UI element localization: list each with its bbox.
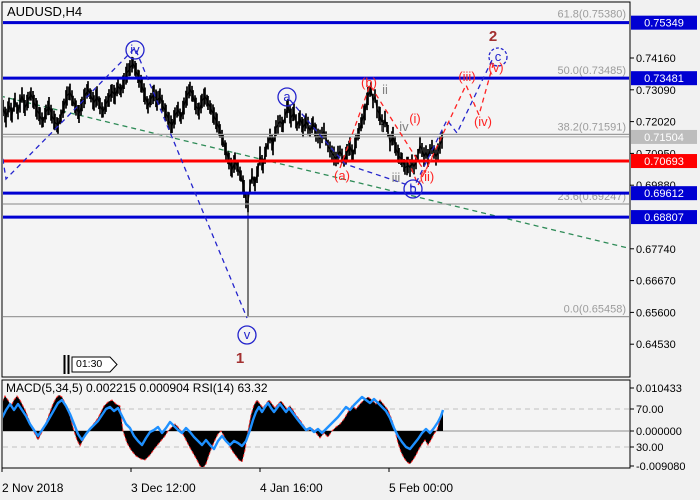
wave-label-iv[interactable]: iv xyxy=(130,42,140,57)
fib-label-1: 50.0(0.73485) xyxy=(558,65,627,77)
wave-circle-v xyxy=(237,325,257,345)
wave-label-i[interactable]: i xyxy=(381,120,384,135)
wave-label-iii[interactable]: iii xyxy=(392,170,401,185)
wave-line-blue-0[interactable] xyxy=(0,46,248,319)
price-tick-label-6: 0.66670 xyxy=(636,276,676,288)
price-tag-box-0 xyxy=(631,15,697,30)
price-tick-label-0: 0.74160 xyxy=(636,53,676,65)
fib-label-0: 61.8(0.75380) xyxy=(558,9,627,21)
fib-label-4: 0.0(0.65458) xyxy=(564,304,626,316)
price-tag-box-4 xyxy=(631,186,697,201)
price-tick-label-7: 0.65600 xyxy=(636,307,676,319)
wave-line-red-0[interactable] xyxy=(339,60,495,174)
wave-label-(a)[interactable]: (a) xyxy=(334,168,350,183)
price-tag-box-1 xyxy=(631,71,697,86)
wave-label-(iii)[interactable]: (iii) xyxy=(458,69,475,84)
wave-label-ii[interactable]: ii xyxy=(382,82,388,97)
wave-label-c[interactable]: c xyxy=(495,49,502,64)
time-label-2: 4 Jan 16:00 xyxy=(260,481,323,495)
wave-circle-b xyxy=(403,179,423,199)
wave-circle-iv xyxy=(125,40,145,60)
price-tag-box-3 xyxy=(631,154,697,169)
time-label-0: 2 Nov 2018 xyxy=(2,481,64,495)
indicator-layer xyxy=(3,394,629,467)
indicator-axis-label-4: -0.009080 xyxy=(636,461,686,473)
main-chart-layer: 61.8(0.75380) 50.0(0.73485) 38.2(0.71591) 2… xyxy=(0,9,629,319)
price-tick-label-5: 0.67740 xyxy=(636,244,676,256)
indicator-axis-label-2: 0.000000 xyxy=(636,426,682,438)
price-tag-box-5 xyxy=(631,210,697,225)
wave-circle-c xyxy=(488,47,508,67)
time-label-3: 5 Feb 00:00 xyxy=(389,481,453,495)
time-tag-shape[interactable] xyxy=(71,356,118,373)
wave-label-(b)[interactable]: (b) xyxy=(361,75,377,90)
time-tag-label[interactable]: 01:30 xyxy=(76,358,103,370)
wave-label-v[interactable]: v xyxy=(244,327,251,342)
indicator-axis-label-3: 30.00 xyxy=(636,442,664,454)
price-tick-label-1: 0.73090 xyxy=(636,85,676,97)
price-tag-label-4: 0.69612 xyxy=(644,188,684,200)
price-spine xyxy=(3,61,444,205)
price-tick-label-8: 0.64530 xyxy=(636,339,676,351)
wave-label-(v)[interactable]: (v) xyxy=(488,60,503,75)
wave-label-2[interactable]: 2 xyxy=(489,28,497,45)
wave-line-red-1[interactable] xyxy=(407,157,433,187)
price-tag-box-2 xyxy=(631,129,697,144)
symbol-timeframe-label: AUDUSD,H4 xyxy=(7,4,83,19)
price-tag-label-0: 0.75349 xyxy=(644,18,684,30)
time-label-1: 3 Dec 12:00 xyxy=(131,481,196,495)
price-tag-label-3: 0.70693 xyxy=(644,156,684,168)
wave-label-(iv)[interactable]: (iv) xyxy=(474,114,492,129)
wave-label-(ii)[interactable]: (ii) xyxy=(420,169,434,184)
price-tag-label-5: 0.68807 xyxy=(644,212,684,224)
price-tick-label-2: 0.72020 xyxy=(636,117,676,129)
indicator-axis-label-0: 0.010433 xyxy=(636,383,682,395)
indicator-axis-label-1: 70.00 xyxy=(636,404,664,416)
price-tag-label-2: 0.71504 xyxy=(644,132,684,144)
main-chart-frame[interactable] xyxy=(1,1,631,378)
wave-circle-a xyxy=(277,87,297,107)
rsi-line xyxy=(3,395,445,451)
fib-label-2: 38.2(0.71591) xyxy=(558,121,627,133)
wave-label-1[interactable]: 1 xyxy=(236,350,244,367)
wave-label-(i)[interactable]: (i) xyxy=(409,111,421,126)
wave-label-a[interactable]: a xyxy=(283,89,291,104)
indicator-values-label: MACD(5,34,5) 0.002215 0.000904 RSI(14) 6… xyxy=(6,381,268,395)
wave-label-b[interactable]: b xyxy=(409,181,416,196)
macd-area xyxy=(3,395,443,467)
wave-label-iv[interactable]: iv xyxy=(399,119,409,134)
price-tag-label-1: 0.73481 xyxy=(644,73,684,85)
wave-line-blue-1[interactable] xyxy=(289,57,494,188)
